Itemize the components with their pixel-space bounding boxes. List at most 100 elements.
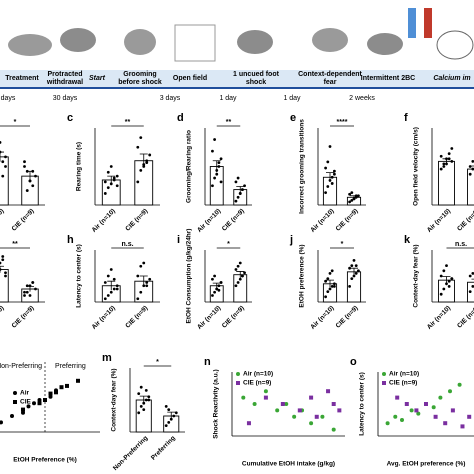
x-tick-label: CIE (n=9) (335, 305, 360, 330)
data-point (4, 274, 7, 278)
data-point (450, 159, 454, 163)
data-point (400, 418, 404, 422)
data-point (447, 279, 451, 283)
data-point (460, 424, 465, 429)
data-point (4, 165, 7, 168)
data-point (284, 402, 289, 406)
panel-letter: m (102, 352, 112, 364)
data-point (445, 157, 448, 161)
data-point (263, 395, 268, 400)
data-point (241, 274, 244, 278)
data-point (103, 180, 107, 184)
x-tick-label: Air (n=10) (426, 305, 452, 331)
y-axis-label: Latency to center (s) (76, 244, 83, 308)
data-point (106, 294, 110, 297)
panel-letter: e (290, 112, 296, 124)
data-point (174, 411, 178, 415)
data-point (213, 176, 216, 180)
open-field-box (174, 24, 216, 62)
data-point (328, 178, 332, 182)
x-tick-label: Preferring (150, 435, 177, 462)
data-point (76, 378, 80, 383)
data-point (320, 414, 325, 419)
data-point (350, 191, 354, 195)
data-point (0, 141, 2, 144)
data-point (10, 414, 14, 418)
significance-label: ** (12, 241, 18, 248)
data-point (326, 290, 330, 293)
data-point (450, 408, 455, 413)
legend-marker (382, 372, 386, 376)
error-bar (471, 165, 474, 167)
x-tick-label: Non-Preferring (112, 435, 149, 472)
data-point (442, 165, 446, 168)
data-point (28, 284, 32, 288)
legend-label: Air (n=10) (389, 371, 419, 378)
rat-icon (60, 28, 96, 52)
data-point (136, 180, 140, 184)
data-point (164, 405, 168, 408)
timeline-duration: days (1, 95, 16, 102)
error-bar (350, 267, 358, 276)
data-point (450, 147, 454, 150)
data-point (25, 169, 29, 173)
data-point (424, 402, 428, 406)
data-point (31, 184, 35, 188)
x-tick-label: Air (n=10) (0, 305, 6, 331)
data-point (234, 284, 238, 288)
timeline-label: Grooming (123, 71, 156, 78)
data-point (350, 277, 354, 280)
error-bar (107, 280, 116, 291)
data-point (439, 292, 443, 296)
data-point (37, 398, 42, 402)
data-point (471, 285, 474, 288)
data-point (172, 414, 176, 418)
data-point (442, 287, 446, 291)
data-point (211, 149, 214, 153)
data-point (243, 184, 246, 188)
data-point (167, 421, 171, 424)
data-point (445, 282, 448, 286)
data-point (144, 398, 148, 402)
data-point (112, 277, 116, 281)
data-point (109, 165, 113, 168)
data-point (328, 272, 332, 275)
x-tick-label: CIE (n=9) (221, 208, 246, 233)
data-point (471, 159, 474, 163)
data-point (167, 408, 171, 411)
data-point (1, 160, 5, 164)
data-point (330, 269, 334, 273)
data-point (241, 395, 246, 400)
timeline-label: Open field (173, 75, 207, 82)
significance-label: ** (125, 119, 131, 126)
data-point (330, 175, 334, 179)
data-point (23, 290, 26, 294)
data-point (275, 408, 280, 413)
data-point (109, 182, 113, 186)
data-point (0, 268, 2, 271)
data-point (333, 285, 336, 288)
data-point (65, 383, 69, 388)
data-point (445, 162, 448, 166)
timeline-duration: 30 days (53, 95, 78, 102)
brain-icon (436, 30, 474, 60)
legend-marker (382, 381, 386, 385)
data-point (145, 161, 149, 165)
data-point (103, 281, 107, 284)
rat-icon (237, 30, 273, 54)
panel-letter: i (177, 234, 180, 246)
data-point (468, 274, 472, 278)
panel-letter: k (404, 234, 411, 246)
data-point (236, 195, 240, 199)
data-point (106, 274, 110, 278)
panel-letter: n (204, 356, 211, 368)
data-point (112, 287, 116, 291)
bar (0, 269, 9, 303)
significance-label: ** (226, 119, 232, 126)
y-axis-label: Context-day fear (%) (111, 368, 118, 431)
x-tick-label: Air (n=10) (426, 208, 452, 234)
data-point (326, 160, 330, 164)
data-point (25, 284, 29, 288)
timeline-duration: 2 weeks (349, 95, 375, 102)
